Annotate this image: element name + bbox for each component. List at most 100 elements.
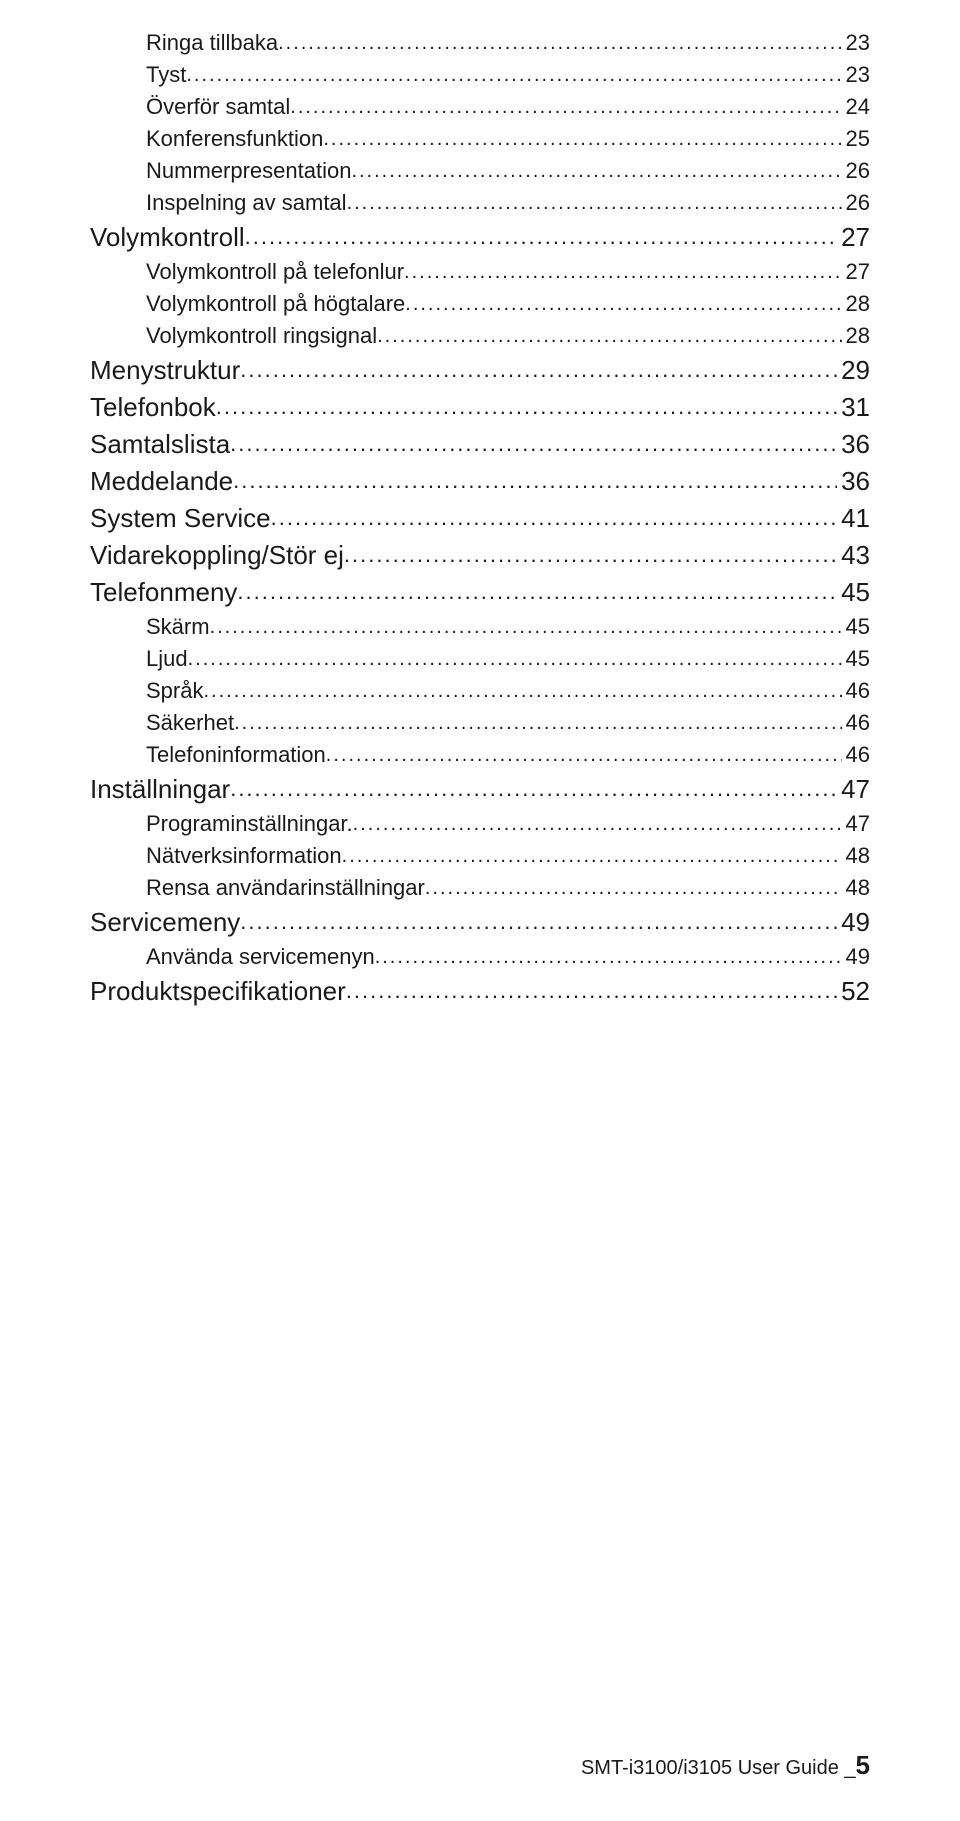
toc-leader-dots: [188, 648, 842, 671]
toc-leader-dots: [278, 32, 841, 55]
toc-entry: Volymkontroll ringsignal28: [146, 323, 870, 349]
toc-label: Telefonbok: [90, 392, 216, 423]
toc-page-number: 25: [842, 126, 870, 152]
toc-leader-dots: [271, 505, 837, 531]
toc-label: Volymkontroll: [90, 222, 245, 253]
toc-leader-dots: [404, 261, 841, 284]
toc-page-number: 41: [837, 503, 870, 534]
toc-entry: Använda servicemenyn49: [146, 944, 870, 970]
toc-entry: Meddelande 36: [90, 466, 870, 497]
toc-page-number: 52: [837, 976, 870, 1007]
table-of-contents: Ringa tillbaka23 Tyst 23 Överför samtal 24 Ko…: [90, 30, 870, 1007]
toc-leader-dots: [344, 542, 837, 568]
toc-entry: Ljud45: [146, 646, 870, 672]
toc-label: Tyst: [146, 62, 186, 88]
toc-leader-dots: [216, 394, 837, 420]
toc-label: Konferensfunktion: [146, 126, 323, 152]
toc-label: Nummerpresentation: [146, 158, 351, 184]
toc-label: Volymkontroll ringsignal: [146, 323, 377, 349]
toc-label: Telefonmeny: [90, 577, 237, 608]
toc-leader-dots: [351, 160, 841, 183]
toc-entry: Telefoninformation 46: [146, 742, 870, 768]
toc-page-number: 47: [837, 774, 870, 805]
toc-label: Skärm: [146, 614, 210, 640]
toc-leader-dots: [240, 357, 837, 383]
toc-leader-dots: [346, 978, 837, 1004]
toc-entry: Säkerhet 46: [146, 710, 870, 736]
toc-page-number: 26: [842, 158, 870, 184]
page-footer: SMT-i3100/i3105 User Guide _5: [581, 1750, 870, 1781]
toc-label: Använda servicemenyn: [146, 944, 375, 970]
toc-leader-dots: [375, 946, 842, 969]
toc-leader-dots: [230, 431, 837, 457]
toc-entry: Volymkontroll 27: [90, 222, 870, 253]
toc-entry: Volymkontroll på högtalare28: [146, 291, 870, 317]
footer-text: SMT-i3100/i3105 User Guide _: [581, 1757, 856, 1779]
toc-label: Vidarekoppling/Stör ej: [90, 540, 344, 571]
footer-page-number: 5: [856, 1750, 870, 1780]
toc-leader-dots: [230, 776, 837, 802]
toc-label: Meddelande: [90, 466, 233, 497]
toc-entry: Servicemeny 49: [90, 907, 870, 938]
toc-entry: Rensa användarinställningar 48: [146, 875, 870, 901]
toc-entry: Menystruktur 29: [90, 355, 870, 386]
toc-label: Telefoninformation: [146, 742, 326, 768]
toc-label: Språk: [146, 678, 203, 704]
toc-label: Inspelning av samtal: [146, 190, 347, 216]
toc-entry: Tyst 23: [146, 62, 870, 88]
toc-leader-dots: [234, 712, 841, 735]
toc-page-number: 45: [837, 577, 870, 608]
toc-page-number: 31: [837, 392, 870, 423]
toc-entry: System Service 41: [90, 503, 870, 534]
toc-entry: Överför samtal 24: [146, 94, 870, 120]
toc-leader-dots: [245, 224, 837, 250]
toc-entry: Inställningar 47: [90, 774, 870, 805]
toc-page-number: 36: [837, 429, 870, 460]
toc-page-number: 29: [837, 355, 870, 386]
toc-entry: Volymkontroll på telefonlur 27: [146, 259, 870, 285]
toc-page-number: 46: [842, 710, 870, 736]
toc-label: Inställningar: [90, 774, 230, 805]
page-content: Ringa tillbaka23 Tyst 23 Överför samtal 24 Ko…: [0, 0, 960, 1007]
toc-entry: Vidarekoppling/Stör ej43: [90, 540, 870, 571]
toc-leader-dots: [203, 680, 841, 703]
toc-entry: Ringa tillbaka23: [146, 30, 870, 56]
toc-label: System Service: [90, 503, 271, 534]
toc-leader-dots: [186, 64, 841, 87]
toc-entry: Programinställningar.47: [146, 811, 870, 837]
toc-leader-dots: [237, 579, 837, 605]
toc-leader-dots: [425, 877, 842, 900]
toc-page-number: 49: [837, 907, 870, 938]
toc-page-number: 24: [842, 94, 870, 120]
toc-leader-dots: [290, 96, 841, 119]
toc-leader-dots: [405, 293, 841, 316]
toc-entry: Nätverksinformation 48: [146, 843, 870, 869]
toc-label: Nätverksinformation: [146, 843, 342, 869]
toc-page-number: 23: [842, 62, 870, 88]
toc-entry: Konferensfunktion 25: [146, 126, 870, 152]
toc-label: Rensa användarinställningar: [146, 875, 425, 901]
toc-page-number: 48: [842, 875, 870, 901]
toc-label: Säkerhet: [146, 710, 234, 736]
toc-entry: Telefonmeny 45: [90, 577, 870, 608]
toc-page-number: 27: [842, 259, 870, 285]
toc-page-number: 45: [842, 646, 870, 672]
toc-label: Servicemeny: [90, 907, 240, 938]
toc-leader-dots: [233, 468, 837, 494]
toc-page-number: 36: [837, 466, 870, 497]
toc-label: Volymkontroll på högtalare: [146, 291, 405, 317]
toc-label: Menystruktur: [90, 355, 240, 386]
toc-entry: Språk46: [146, 678, 870, 704]
toc-label: Volymkontroll på telefonlur: [146, 259, 404, 285]
toc-page-number: 46: [842, 742, 870, 768]
toc-leader-dots: [210, 616, 842, 639]
toc-page-number: 23: [842, 30, 870, 56]
toc-label: Överför samtal: [146, 94, 290, 120]
toc-page-number: 48: [842, 843, 870, 869]
toc-entry: Skärm45: [146, 614, 870, 640]
toc-label: Programinställningar.: [146, 811, 353, 837]
toc-entry: Telefonbok 31: [90, 392, 870, 423]
toc-leader-dots: [323, 128, 841, 151]
toc-page-number: 27: [837, 222, 870, 253]
toc-entry: Inspelning av samtal26: [146, 190, 870, 216]
